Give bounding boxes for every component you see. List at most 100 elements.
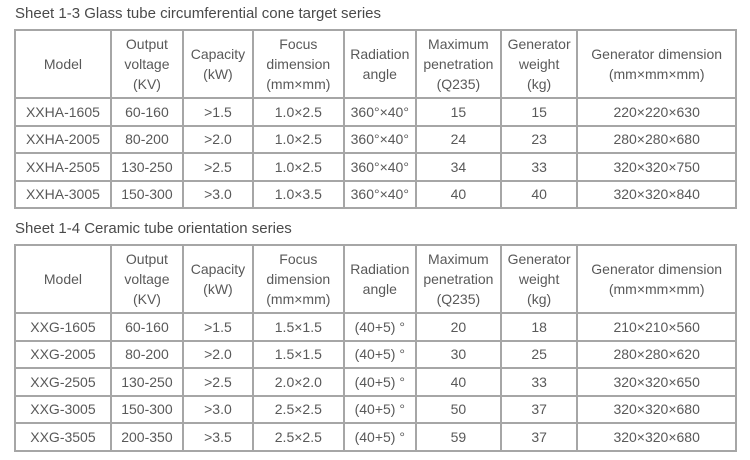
table-cell: 220×220×630: [576, 97, 737, 127]
table-cell: >2.5: [181, 152, 254, 182]
table-row: XXHA-3005 150-300 >3.0 1.0×3.5 360°×40° 40 40 3…: [14, 179, 737, 209]
table-cell: 1.0×2.5: [251, 124, 345, 154]
table-cell: 320×320×750: [576, 152, 737, 182]
table-cell: (40+5) °: [342, 422, 417, 452]
table-cell: XXHA-1605: [14, 97, 112, 127]
header-cell: Model: [14, 29, 112, 99]
header-cell: Generator dimension (mm×mm×mm): [576, 29, 737, 99]
table-cell: 20: [414, 312, 502, 342]
table-cell: (40+5) °: [342, 367, 417, 397]
table-cell: 37: [499, 394, 579, 424]
table-cell: XXG-2005: [14, 339, 112, 369]
header-cell: Model: [14, 244, 112, 314]
table-cell: >2.0: [181, 124, 254, 154]
header-cell: Focus dimension (mm×mm): [251, 29, 345, 99]
header-row: Model Output voltage (KV) Capacity (kW) Foc…: [14, 244, 737, 314]
table-cell: XXHA-3005: [14, 179, 112, 209]
table-cell: 1.0×3.5: [251, 179, 345, 209]
table-cell: 320×320×840: [576, 179, 737, 209]
header-row: Model Output voltage (KV) Capacity (kW) Foc…: [14, 29, 737, 99]
header-cell: Generator weight (kg): [499, 244, 579, 314]
table-row: XXG-3005 150-300 >3.0 2.5×2.5 (40+5) ° 50 37 32…: [14, 394, 737, 424]
table-cell: (40+5) °: [342, 394, 417, 424]
table-cell: 2.5×2.5: [251, 422, 345, 452]
table-cell: >2.5: [181, 367, 254, 397]
table-cell: 15: [414, 97, 502, 127]
table-cell: XXG-1605: [14, 312, 112, 342]
table-cell: 34: [414, 152, 502, 182]
table-cell: >3.0: [181, 179, 254, 209]
ceramic-tube-series-table: Model Output voltage (KV) Capacity (kW) Foc…: [14, 244, 737, 452]
header-cell: Output voltage (KV): [109, 29, 184, 99]
table-cell: 40: [414, 179, 502, 209]
table-row: XXG-3505 200-350 >3.5 2.5×2.5 (40+5) ° 59 37 32…: [14, 422, 737, 452]
table-cell: 130-250: [109, 152, 184, 182]
table-cell: 24: [414, 124, 502, 154]
header-cell: Radiation angle: [342, 29, 417, 99]
table-cell: >3.0: [181, 394, 254, 424]
table-cell: 320×320×680: [576, 394, 737, 424]
table-cell: 15: [499, 97, 579, 127]
table-cell: 33: [499, 367, 579, 397]
table-row: XXHA-2505 130-250 >2.5 1.0×2.5 360°×40° 34 33 3…: [14, 152, 737, 182]
table-cell: 360°×40°: [342, 152, 417, 182]
table-cell: 40: [414, 367, 502, 397]
table-cell: 130-250: [109, 367, 184, 397]
table-cell: (40+5) °: [342, 339, 417, 369]
table-cell: 280×280×620: [576, 339, 737, 369]
table-cell: 360°×40°: [342, 179, 417, 209]
table-cell: 1.0×2.5: [251, 97, 345, 127]
table-cell: >1.5: [181, 97, 254, 127]
table-cell: 1.0×2.5: [251, 152, 345, 182]
table-cell: 2.0×2.0: [251, 367, 345, 397]
table-cell: 37: [499, 422, 579, 452]
table-cell: 25: [499, 339, 579, 369]
table-row: XXHA-1605 60-160 >1.5 1.0×2.5 360°×40° 15 15 22…: [14, 97, 737, 127]
header-cell: Maximum penetration (Q235): [414, 29, 502, 99]
table-body: XXG-1605 60-160 >1.5 1.5×1.5 (40+5) ° 20 18 210…: [14, 312, 737, 452]
table-cell: 1.5×1.5: [251, 339, 345, 369]
table-cell: 18: [499, 312, 579, 342]
table-cell: >2.0: [181, 339, 254, 369]
table-head: Model Output voltage (KV) Capacity (kW) Foc…: [14, 244, 737, 314]
table-cell: 60-160: [109, 312, 184, 342]
table-cell: 320×320×680: [576, 422, 737, 452]
table-head: Model Output voltage (KV) Capacity (kW) Foc…: [14, 29, 737, 99]
table-cell: 1.5×1.5: [251, 312, 345, 342]
sheet-1-4-title: Sheet 1-4 Ceramic tube orientation serie…: [15, 220, 292, 237]
header-cell: Radiation angle: [342, 244, 417, 314]
table-row: XXG-1605 60-160 >1.5 1.5×1.5 (40+5) ° 20 18 210…: [14, 312, 737, 342]
table-cell: 210×210×560: [576, 312, 737, 342]
header-cell: Maximum penetration (Q235): [414, 244, 502, 314]
table-cell: XXG-2505: [14, 367, 112, 397]
sheet-1-3-title: Sheet 1-3 Glass tube circumferential con…: [15, 5, 382, 22]
header-cell: Generator weight (kg): [499, 29, 579, 99]
table-cell: 33: [499, 152, 579, 182]
table-cell: XXG-3005: [14, 394, 112, 424]
table-cell: 360°×40°: [342, 124, 417, 154]
header-cell: Focus dimension (mm×mm): [251, 244, 345, 314]
table-cell: (40+5) °: [342, 312, 417, 342]
header-cell: Generator dimension (mm×mm×mm): [576, 244, 737, 314]
table-cell: 280×280×680: [576, 124, 737, 154]
table-cell: 150-300: [109, 179, 184, 209]
table-cell: 200-350: [109, 422, 184, 452]
table-cell: XXHA-2505: [14, 152, 112, 182]
table-cell: 50: [414, 394, 502, 424]
table-cell: 150-300: [109, 394, 184, 424]
table-cell: 40: [499, 179, 579, 209]
table-cell: XXG-3505: [14, 422, 112, 452]
table-cell: 59: [414, 422, 502, 452]
table-cell: 360°×40°: [342, 97, 417, 127]
header-cell: Capacity (kW): [181, 244, 254, 314]
table-cell: 30: [414, 339, 502, 369]
table-cell: 2.5×2.5: [251, 394, 345, 424]
header-cell: Output voltage (KV): [109, 244, 184, 314]
header-cell: Capacity (kW): [181, 29, 254, 99]
table-body: XXHA-1605 60-160 >1.5 1.0×2.5 360°×40° 15 15 22…: [14, 97, 737, 209]
table-cell: XXHA-2005: [14, 124, 112, 154]
table-row: XXHA-2005 80-200 >2.0 1.0×2.5 360°×40° 24 23 28…: [14, 124, 737, 154]
table-row: XXG-2005 80-200 >2.0 1.5×1.5 (40+5) ° 30 25 280…: [14, 339, 737, 369]
table-cell: >3.5: [181, 422, 254, 452]
